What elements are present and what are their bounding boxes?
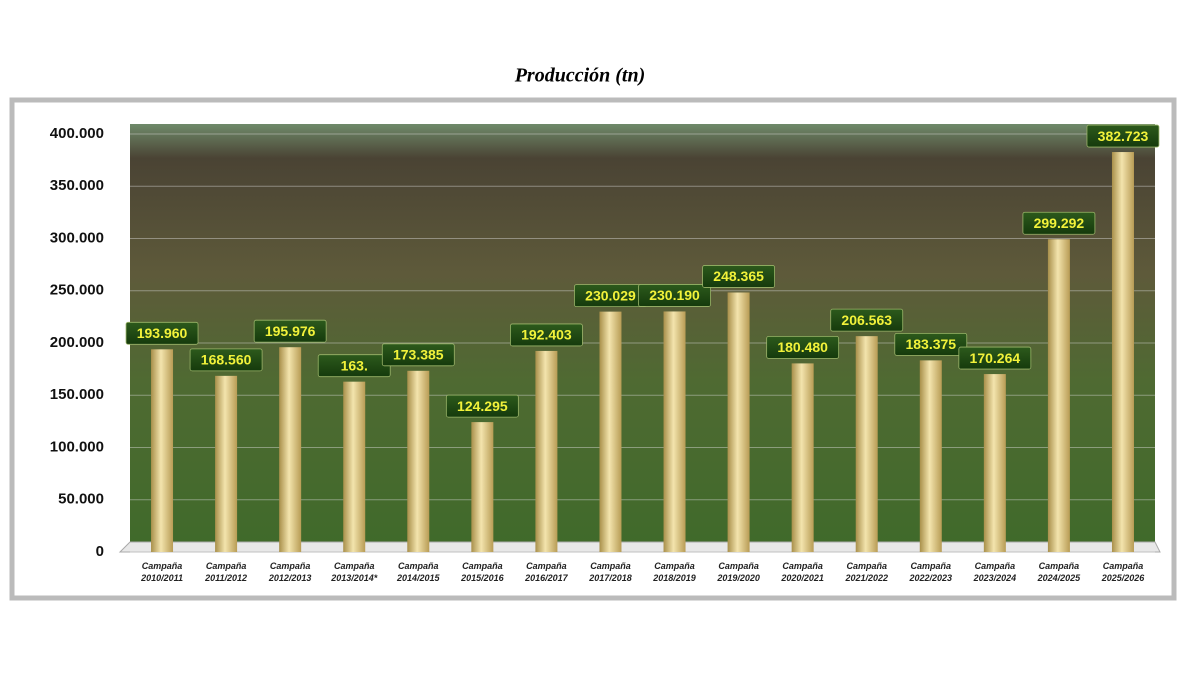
y-tick-label: 400.000 xyxy=(50,125,104,142)
x-tick-label: Campaña 2021/2022 xyxy=(845,561,888,583)
value-label-box xyxy=(958,346,1032,370)
value-label: 192.403 xyxy=(521,327,572,343)
value-label: 206.563 xyxy=(841,312,892,328)
value-label-box xyxy=(702,265,775,288)
y-tick-label: 150.000 xyxy=(50,386,104,403)
y-tick-label: 200.000 xyxy=(50,334,104,351)
value-label: 124.295 xyxy=(457,398,508,414)
value-label-box xyxy=(189,348,263,372)
value-label: 183.375 xyxy=(905,336,956,352)
x-tick-label: Campaña 2022/2023 xyxy=(909,561,953,583)
x-tick-label: Campaña 2024/2025 xyxy=(1037,561,1081,583)
x-tick-label: Campaña 2018/2019 xyxy=(653,561,696,583)
y-tick-label: 300.000 xyxy=(50,229,104,246)
bar xyxy=(855,336,878,552)
x-tick-label: Campaña 2019/2020 xyxy=(717,561,760,583)
value-label: 382.723 xyxy=(1098,128,1149,144)
y-tick-label: 100.000 xyxy=(50,438,104,455)
bar xyxy=(407,370,430,552)
x-tick-label: Campaña 2011/2012 xyxy=(205,561,248,583)
value-label-box xyxy=(638,284,711,307)
value-label-box xyxy=(1086,124,1160,148)
value-label: 173.385 xyxy=(393,347,444,363)
bar xyxy=(535,350,558,552)
x-tick-label: Campaña 2010/2011 xyxy=(141,561,183,583)
bar xyxy=(1047,239,1070,552)
bar xyxy=(919,360,942,552)
bar xyxy=(1111,152,1134,553)
bar xyxy=(599,311,622,552)
value-label-box xyxy=(830,308,904,332)
value-label-box xyxy=(125,321,199,345)
value-label: 163. xyxy=(341,357,368,373)
value-label-box xyxy=(445,394,519,418)
value-label: 230.190 xyxy=(649,287,700,303)
x-tick-label: Campaña 2017/2018 xyxy=(589,561,632,583)
x-tick-label: Campaña 2013/2014* xyxy=(331,561,378,583)
value-label: 299.292 xyxy=(1034,215,1085,231)
bar xyxy=(151,349,174,552)
bar xyxy=(215,375,238,552)
value-label-box xyxy=(253,319,327,343)
y-tick-label: 250.000 xyxy=(50,282,104,299)
x-tick-label: Campaña 2023/2024 xyxy=(973,561,1017,583)
value-label-box xyxy=(381,343,455,367)
y-tick-label: 350.000 xyxy=(50,177,104,194)
bar xyxy=(471,422,494,552)
value-label: 168.560 xyxy=(201,352,252,368)
value-label-box xyxy=(766,335,840,359)
bar xyxy=(343,381,366,552)
x-tick-label: Campaña 2020/2021 xyxy=(781,561,824,583)
x-tick-label: Campaña 2025/2026 xyxy=(1101,561,1145,583)
value-label-box xyxy=(1022,211,1096,235)
value-label: 170.264 xyxy=(970,350,1021,366)
x-tick-label: Campaña 2012/2013 xyxy=(268,561,312,583)
x-tick-label: Campaña 2016/2017 xyxy=(525,561,568,583)
x-tick-label: Campaña 2015/2016 xyxy=(461,561,504,583)
y-tick-label: 0 xyxy=(96,543,104,560)
chart-title: Producción (tn) xyxy=(514,65,646,87)
value-label-box xyxy=(894,332,968,356)
x-tick-label: Campaña 2014/2015 xyxy=(397,561,440,583)
y-tick-label: 50.000 xyxy=(58,491,104,508)
value-label: 230.029 xyxy=(585,287,636,303)
bar xyxy=(791,363,814,552)
bar xyxy=(279,347,302,552)
value-label-box xyxy=(510,323,583,347)
bar xyxy=(727,292,750,552)
bar xyxy=(663,311,686,552)
value-label: 180.480 xyxy=(777,339,828,355)
value-label: 248.365 xyxy=(713,268,764,284)
value-label: 193.960 xyxy=(137,325,188,341)
value-label: 195.976 xyxy=(265,323,316,339)
bar xyxy=(983,374,1006,552)
